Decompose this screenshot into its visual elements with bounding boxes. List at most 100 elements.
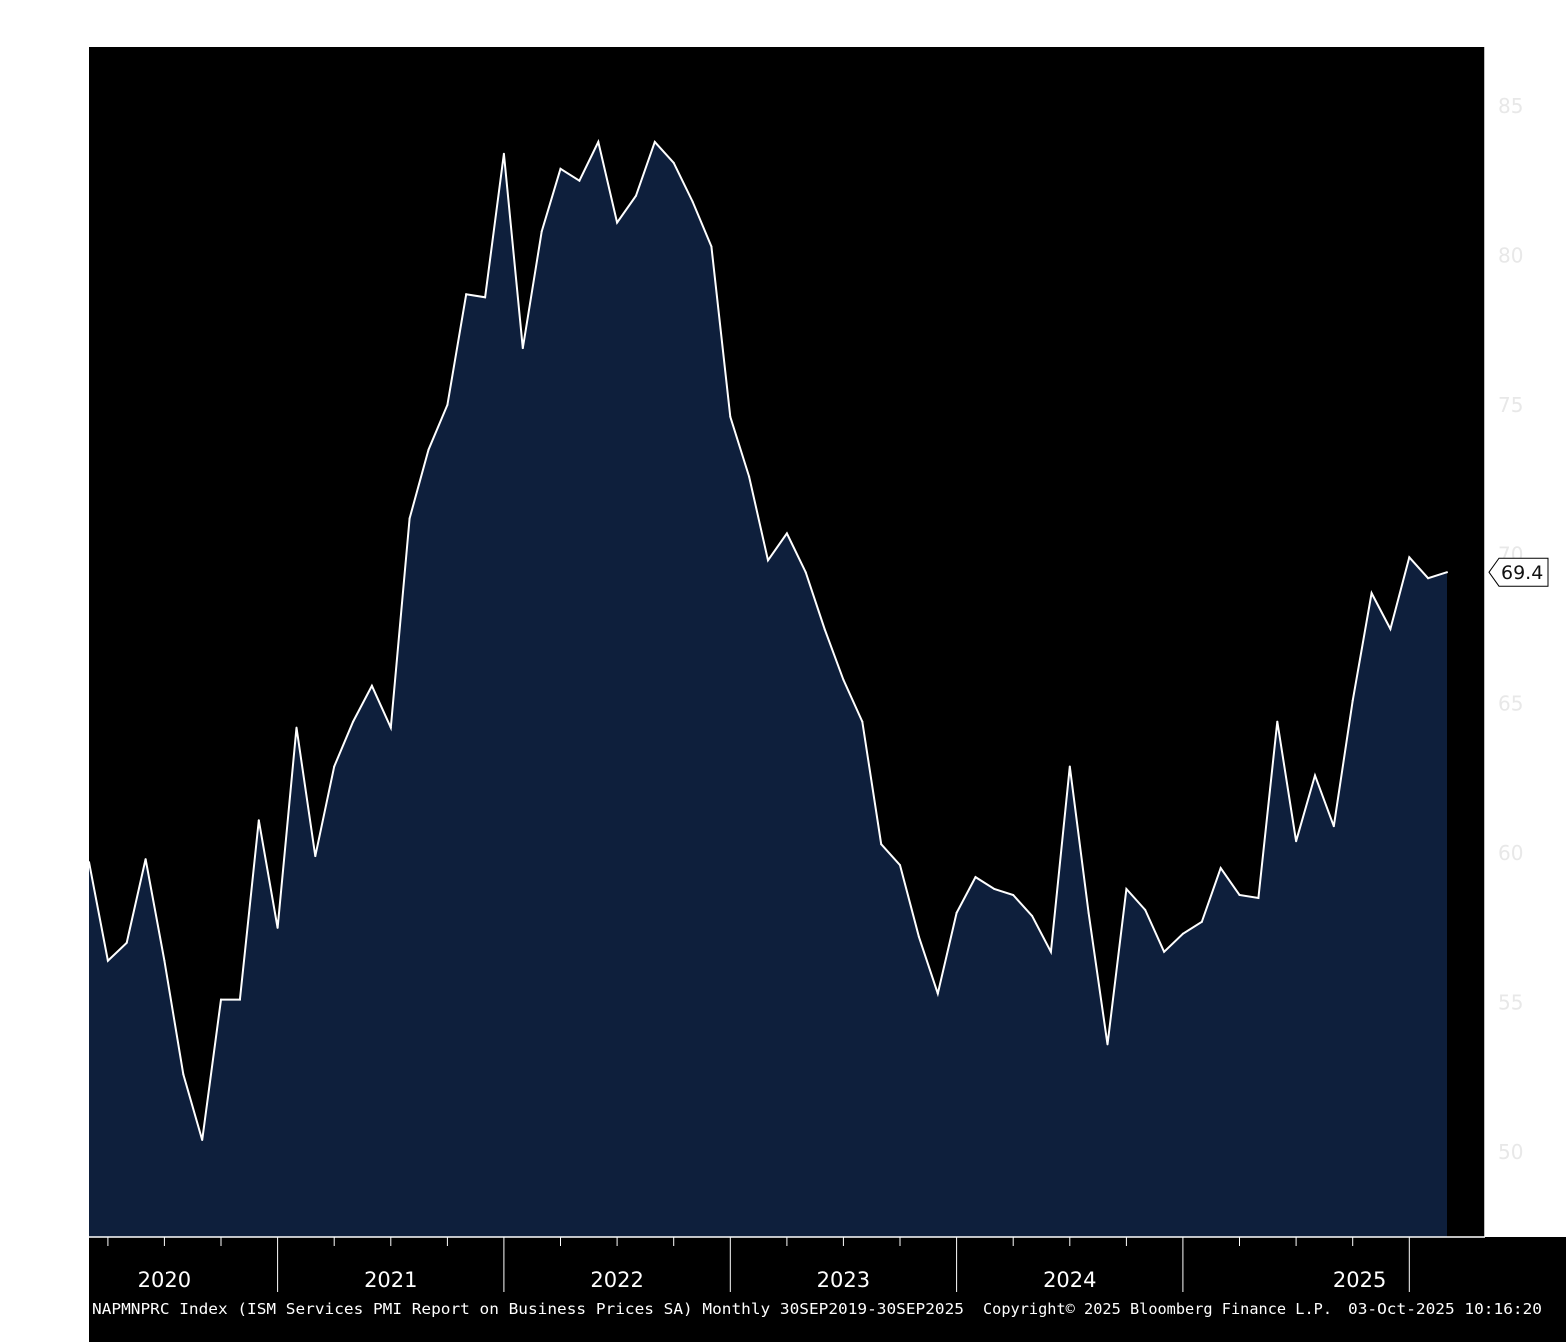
data-point-2024-11: [1257, 897, 1260, 899]
data-point-2022-09: [767, 559, 769, 562]
footer-copyright: Copyright© 2025 Bloomberg Finance L.P.: [983, 1300, 1332, 1318]
data-point-2020-10: [333, 765, 336, 768]
data-point-2020-01: [163, 959, 166, 962]
data-point-2019-10: [106, 959, 109, 962]
data-point-2020-04: [220, 998, 222, 1001]
data-point-2024-01: [1068, 765, 1071, 768]
data-point-2021-07: [502, 152, 505, 155]
data-point-2020-09: [314, 855, 317, 858]
data-point-2023-06: [936, 992, 939, 995]
x-tick-label-2023: 2023: [817, 1268, 870, 1292]
y-tick-mark-65: [1485, 699, 1492, 708]
y-tick-mark-70: [1485, 550, 1492, 559]
data-point-2022-07: [729, 415, 732, 418]
y-tick-mark-55: [1485, 998, 1492, 1007]
last-value-tag-shape: [1488, 557, 1549, 587]
data-point-2021-01: [389, 726, 392, 729]
y-tick-label-75: 75: [1498, 393, 1523, 417]
y-tick-label-80: 80: [1498, 243, 1523, 267]
data-point-2022-02: [635, 194, 637, 197]
data-point-2021-08: [521, 347, 524, 350]
y-tick-label-85: 85: [1498, 94, 1523, 118]
data-point-2024-07: [1181, 932, 1184, 935]
data-point-2020-05: [238, 998, 241, 1001]
data-point-2024-05: [1144, 908, 1147, 911]
data-point-2024-08: [1200, 920, 1203, 923]
y-tick-label-50: 50: [1498, 1140, 1523, 1164]
data-point-2025-05: [1370, 592, 1373, 595]
area-fill: [89, 141, 1447, 1237]
x-tick-label-2025: 2025: [1333, 1268, 1386, 1292]
data-point-2020-02: [182, 1073, 185, 1076]
data-point-2025-07: [1408, 556, 1411, 559]
data-point-2025-03: [1332, 825, 1335, 828]
data-point-2022-06: [710, 245, 713, 248]
data-point-2023-02: [861, 720, 864, 723]
data-point-2020-08: [295, 726, 298, 729]
data-point-2021-11: [578, 179, 581, 182]
data-point-2021-10: [559, 167, 562, 170]
data-point-2022-08: [748, 475, 751, 478]
data-point-2021-04: [446, 403, 449, 406]
data-point-2023-11: [1031, 914, 1034, 917]
data-point-2019-09: [88, 861, 90, 864]
data-point-2022-11: [804, 571, 807, 574]
x-tick-label-2020: 2020: [138, 1268, 191, 1292]
data-point-2024-02: [1087, 911, 1090, 914]
data-point-2025-08: [1427, 577, 1430, 580]
x-tick-label-2024: 2024: [1043, 1268, 1096, 1292]
data-point-2025-06: [1389, 628, 1392, 630]
data-point-2025-02: [1314, 774, 1316, 777]
y-tick-mark-50: [1485, 1148, 1492, 1156]
data-point-2020-11: [352, 720, 355, 723]
data-point-2022-03: [653, 140, 656, 143]
data-point-2023-08: [974, 876, 977, 879]
last-value-tag: 69.4: [1488, 557, 1549, 587]
data-point-2023-10: [1012, 894, 1015, 896]
data-point-2024-09: [1219, 867, 1222, 870]
data-point-2021-12: [597, 140, 600, 143]
data-point-2019-11: [125, 941, 128, 944]
x-tick-label-2022: 2022: [590, 1268, 643, 1292]
data-point-2025-09: [1446, 571, 1448, 574]
data-point-2025-01: [1295, 840, 1298, 843]
y-tick-label-65: 65: [1498, 692, 1523, 716]
x-axis-ticks: 2020 2021 2022 2023 2024 2025: [107, 1237, 1410, 1292]
last-value-label: 69.4: [1501, 562, 1543, 584]
data-point-2023-07: [955, 911, 958, 914]
footer-description: NAPMNPRC Index (ISM Services PMI Report …: [92, 1300, 964, 1318]
y-tick-label-60: 60: [1498, 841, 1523, 865]
x-axis-band: [89, 1237, 1566, 1342]
data-point-2024-12: [1276, 720, 1279, 723]
data-point-2024-04: [1125, 888, 1128, 890]
y-tick-mark-80: [1485, 251, 1492, 260]
data-point-2020-07: [276, 926, 279, 929]
data-point-2025-04: [1351, 699, 1354, 702]
data-point-2024-06: [1163, 950, 1166, 953]
data-point-2021-02: [408, 517, 411, 520]
data-point-2023-09: [993, 888, 996, 890]
data-point-2023-05: [917, 935, 920, 938]
data-point-2020-12: [370, 684, 373, 687]
data-point-2024-03: [1106, 1043, 1109, 1046]
data-point-2022-04: [672, 161, 675, 164]
data-point-2019-12: [144, 858, 147, 861]
data-point-2022-10: [785, 532, 788, 535]
data-point-2023-12: [1049, 950, 1052, 953]
data-point-2022-12: [823, 628, 826, 630]
data-point-2021-09: [540, 230, 543, 233]
data-points: [88, 140, 1448, 1141]
data-point-2020-03: [201, 1139, 204, 1141]
data-point-2021-06: [484, 296, 487, 299]
data-point-2023-03: [880, 843, 883, 846]
y-tick-mark-75: [1485, 400, 1492, 409]
data-point-2020-06: [257, 819, 260, 822]
data-point-2023-01: [842, 678, 845, 681]
data-point-2023-04: [899, 864, 901, 867]
data-point-2021-03: [427, 448, 430, 451]
y-tick-mark-60: [1485, 849, 1492, 858]
y-tick-label-55: 55: [1498, 991, 1523, 1015]
data-point-2022-01: [616, 221, 619, 224]
